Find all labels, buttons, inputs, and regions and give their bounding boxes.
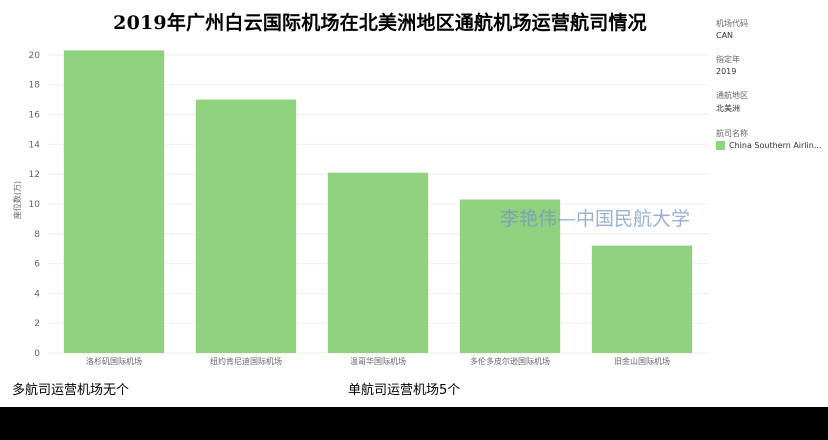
x-tick-label: 洛杉矶国际机场 — [86, 356, 142, 366]
legend-item-label: China Southern Airlin... — [729, 141, 822, 150]
x-tick-label: 旧金山国际机场 — [614, 356, 670, 366]
bar-chart: 0 2 4 6 8 10 12 14 16 18 20 洛杉矶国际机场 纽约肯尼迪国际机场 温哥华国际机… — [12, 50, 708, 366]
multi-airline-note: 多航司运营机场无个 — [12, 383, 130, 398]
y-tick-label: 2 — [34, 319, 40, 329]
single-airline-note: 单航司运营机场5个 — [348, 383, 461, 398]
bar[interactable] — [327, 172, 429, 353]
y-tick-label: 0 — [34, 349, 40, 359]
y-tick-label: 20 — [29, 51, 41, 61]
legend-item[interactable]: China Southern Airlin... — [716, 141, 821, 150]
x-tick-label: 温哥华国际机场 — [350, 356, 406, 366]
airline-legend-label: 航司名称 — [716, 129, 748, 138]
bar[interactable] — [459, 199, 561, 353]
bar[interactable] — [591, 245, 693, 353]
y-tick-label: 12 — [29, 170, 40, 180]
watermark: 李艳伟—中国民航大学 — [500, 208, 691, 230]
legend-swatch — [716, 141, 725, 150]
y-tick-label: 8 — [34, 230, 40, 240]
y-axis-label: 座位数(万) — [12, 181, 22, 219]
bar[interactable] — [63, 50, 165, 353]
airport-code-filter[interactable]: 机场代码 CAN — [716, 18, 748, 40]
y-tick-label: 6 — [34, 260, 40, 270]
y-tick-label: 18 — [29, 81, 41, 91]
year-value: 2019 — [716, 67, 737, 76]
region-label: 通航地区 — [716, 91, 748, 100]
chart-title: 2019年广州白云国际机场在北美洲地区通航机场运营航司情况 — [113, 12, 647, 34]
year-filter[interactable]: 指定年 2019 — [716, 54, 740, 76]
airline-legend: 航司名称 China Southern Airlin... — [716, 128, 821, 150]
airport-code-label: 机场代码 — [716, 19, 748, 28]
y-tick-label: 4 — [34, 289, 40, 299]
y-tick-label: 16 — [29, 111, 41, 121]
side-panel — [710, 0, 828, 407]
y-tick-label: 10 — [29, 200, 41, 210]
x-tick-label: 纽约肯尼迪国际机场 — [210, 356, 282, 366]
year-label: 指定年 — [716, 55, 740, 64]
airport-code-value: CAN — [716, 31, 734, 40]
bar[interactable] — [195, 99, 297, 353]
x-tick-label: 多伦多皮尔逊国际机场 — [470, 356, 550, 366]
region-value: 北美洲 — [716, 104, 740, 113]
region-filter[interactable]: 通航地区 北美洲 — [716, 90, 748, 114]
y-tick-label: 14 — [29, 140, 41, 150]
